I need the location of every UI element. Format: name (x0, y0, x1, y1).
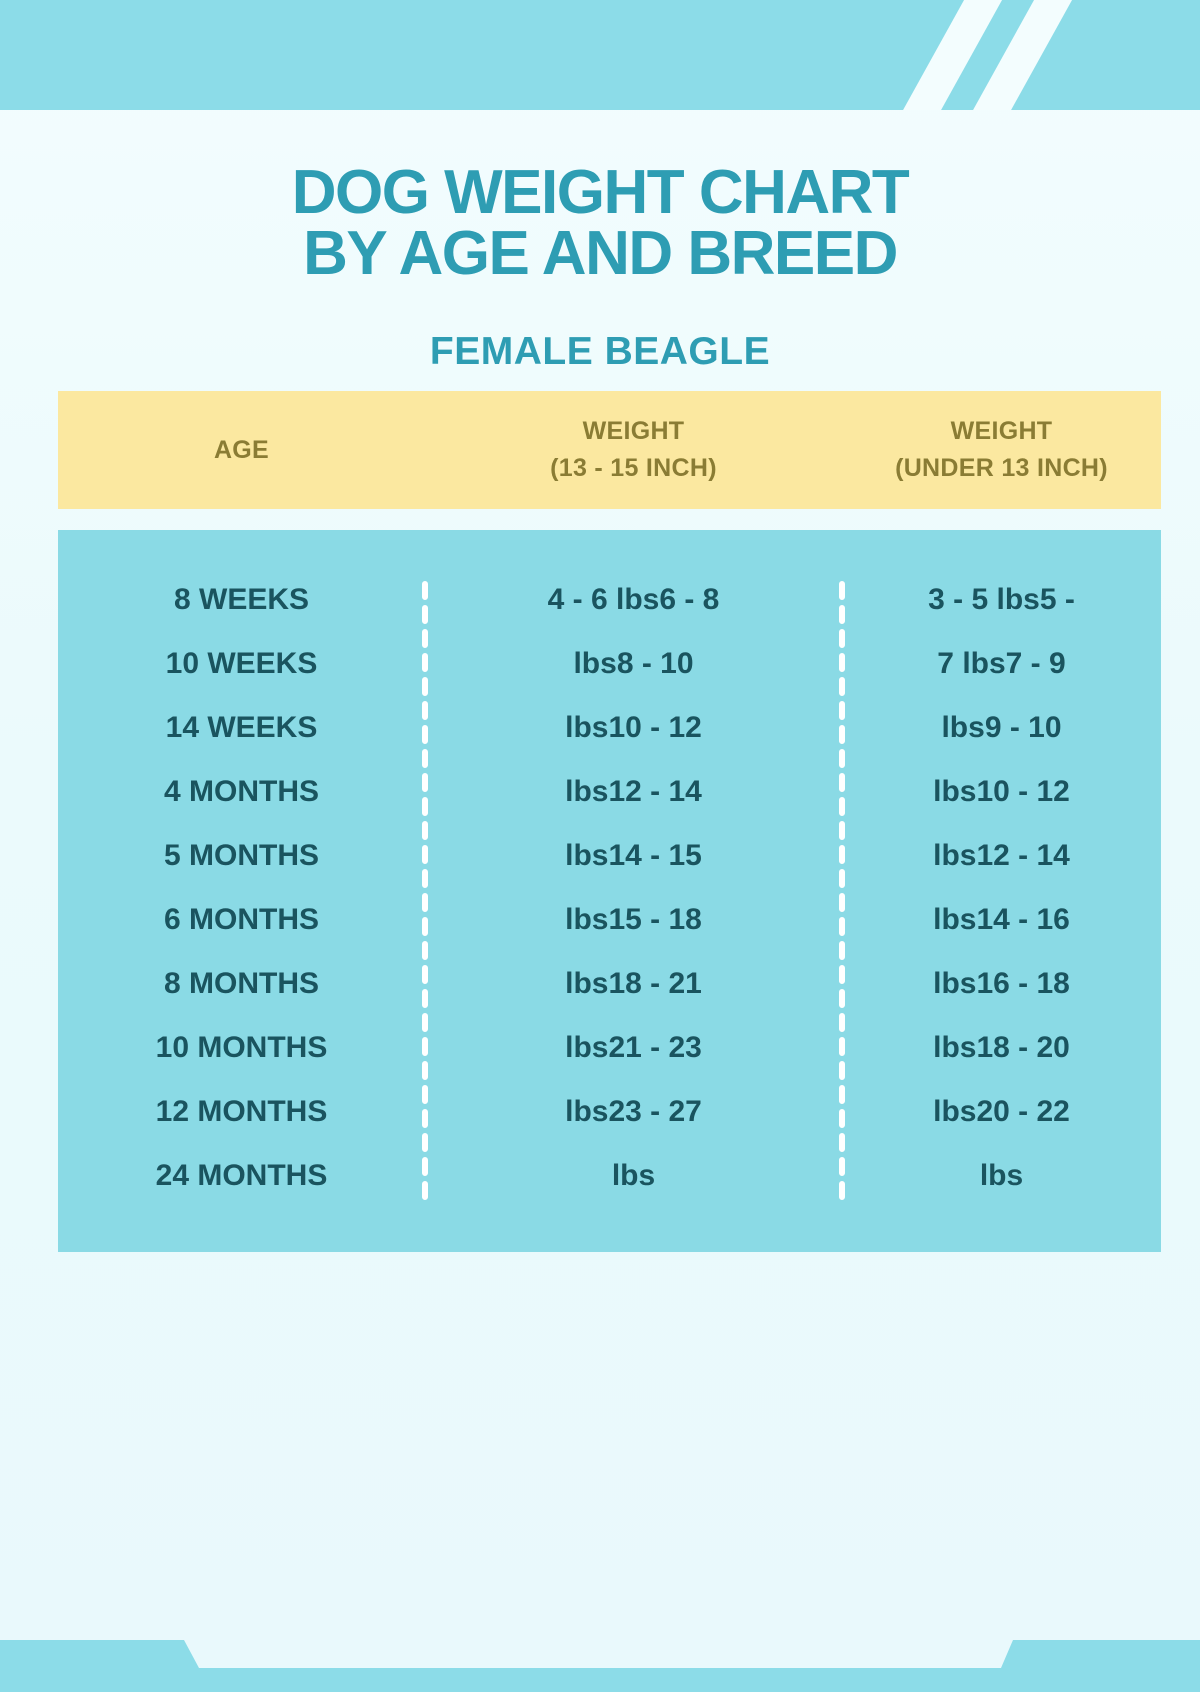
age-cell: 8 WEEKS (173, 583, 310, 616)
weight-under-13-cell: lbs9 - 10 (941, 711, 1062, 744)
table-row: 10 WEEKS lbs8 - 10 7 lbs7 - 9 (58, 632, 1161, 696)
weight-13-15-cell: lbs23 - 27 (565, 1095, 702, 1128)
table-row: 6 MONTHS lbs15 - 18 lbs14 - 16 (58, 888, 1161, 952)
table-row: 8 WEEKS 4 - 6 lbs6 - 8 3 - 5 lbs5 - (58, 568, 1161, 632)
weight-under-13-cell: lbs (979, 1159, 1024, 1192)
weight-13-15-cell: lbs8 - 10 (573, 647, 694, 680)
column-header-weight-13-15: WEIGHT (13 - 15 INCH) (425, 413, 842, 487)
table-row: 8 MONTHS lbs18 - 21 lbs16 - 18 (58, 952, 1161, 1016)
page-title-line-2: BY AGE AND BREED (303, 219, 898, 288)
weight-under-13-cell: lbs18 - 20 (933, 1031, 1070, 1064)
table-rows-container: 8 WEEKS 4 - 6 lbs6 - 8 3 - 5 lbs5 - 10 WEEK… (58, 568, 1161, 1208)
column-header-text: WEIGHT (950, 417, 1053, 445)
weight-under-13-cell: 7 lbs7 - 9 (937, 647, 1066, 680)
table-row: 14 WEEKS lbs10 - 12 lbs9 - 10 (58, 696, 1161, 760)
weight-13-15-cell: lbs18 - 21 (565, 967, 702, 1000)
age-cell: 10 WEEKS (165, 647, 318, 680)
age-cell: 12 MONTHS (155, 1095, 328, 1128)
table-row: 10 MONTHS lbs21 - 23 lbs18 - 20 (58, 1016, 1161, 1080)
page-title: DOG WEIGHT CHART BY AGE AND BREED (0, 0, 1200, 285)
column-header-age: AGE (58, 432, 425, 469)
weight-13-15-cell: lbs10 - 12 (565, 711, 702, 744)
table-row: 4 MONTHS lbs12 - 14 lbs10 - 12 (58, 760, 1161, 824)
weight-under-13-cell: lbs12 - 14 (933, 839, 1070, 872)
column-header-text: AGE (213, 435, 270, 464)
weight-under-13-cell: lbs14 - 16 (933, 903, 1070, 936)
weight-under-13-cell: lbs10 - 12 (933, 775, 1070, 808)
table-row: 24 MONTHS lbs lbs (58, 1144, 1161, 1208)
column-header-weight-under-13: WEIGHT (UNDER 13 INCH) (842, 413, 1161, 487)
page-title-line-1: DOG WEIGHT CHART (291, 158, 910, 227)
footer-banner (0, 1640, 1200, 1692)
weight-13-15-cell: 4 - 6 lbs6 - 8 (547, 583, 720, 616)
column-header-text: (UNDER 13 INCH) (895, 454, 1108, 482)
age-cell: 5 MONTHS (163, 839, 319, 872)
age-cell: 10 MONTHS (155, 1031, 328, 1064)
top-banner (0, 0, 1200, 110)
table-row: 5 MONTHS lbs14 - 15 lbs12 - 14 (58, 824, 1161, 888)
age-cell: 6 MONTHS (163, 903, 319, 936)
weight-under-13-cell: lbs20 - 22 (933, 1095, 1070, 1128)
weight-under-13-cell: 3 - 5 lbs5 - (928, 583, 1075, 616)
page-subtitle: FEMALE BEAGLE (429, 330, 771, 373)
age-cell: 24 MONTHS (155, 1159, 328, 1192)
weight-13-15-cell: lbs15 - 18 (565, 903, 702, 936)
age-cell: 14 WEEKS (165, 711, 318, 744)
weight-13-15-cell: lbs12 - 14 (565, 775, 702, 808)
column-header-text: (13 - 15 INCH) (550, 454, 717, 482)
weight-13-15-cell: lbs (611, 1159, 656, 1192)
table-row: 12 MONTHS lbs23 - 27 lbs20 - 22 (58, 1080, 1161, 1144)
column-header-text: WEIGHT (582, 417, 685, 445)
table-body: 8 WEEKS 4 - 6 lbs6 - 8 3 - 5 lbs5 - 10 WEEK… (58, 530, 1161, 1252)
weight-under-13-cell: lbs16 - 18 (933, 967, 1070, 1000)
table-header-row: AGE WEIGHT (13 - 15 INCH) WEIGHT (UNDER … (58, 391, 1161, 509)
age-cell: 4 MONTHS (163, 775, 319, 808)
age-cell: 8 MONTHS (163, 967, 319, 1000)
weight-13-15-cell: lbs14 - 15 (565, 839, 702, 872)
weight-13-15-cell: lbs21 - 23 (565, 1031, 702, 1064)
